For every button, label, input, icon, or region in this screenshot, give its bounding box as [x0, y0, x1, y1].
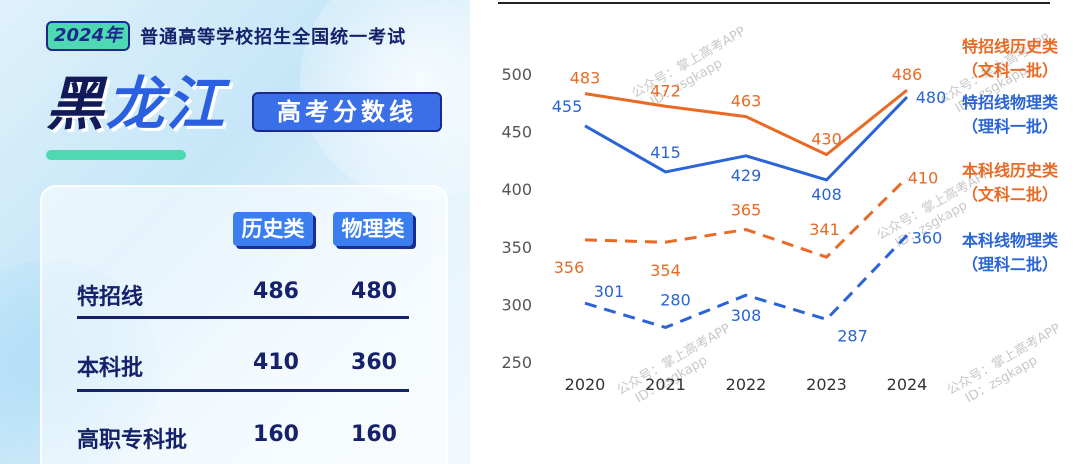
row-label: 特招线: [77, 285, 144, 310]
data-label: 280: [660, 290, 691, 309]
legend-label: 本科线历史类: [962, 161, 1059, 180]
data-label: 301: [594, 282, 625, 301]
y-tick-label: 300: [501, 295, 532, 314]
series-line: [584, 176, 909, 259]
legend-label: 本科线物理类: [962, 231, 1059, 250]
data-label: 415: [650, 143, 681, 162]
x-axis: 2020 2021 2022 2023 2024: [565, 375, 928, 394]
x-tick-label: 2022: [726, 375, 767, 394]
data-label: 308: [731, 306, 762, 325]
data-label: 486: [892, 65, 923, 84]
x-tick-label: 2021: [645, 375, 686, 394]
y-tick-label: 500: [501, 65, 532, 84]
y-tick-label: 250: [501, 353, 532, 372]
title-underline: [46, 150, 186, 160]
province-char: 龙江: [106, 70, 227, 138]
y-tick-label: 400: [501, 180, 532, 199]
data-label: 430: [811, 130, 842, 149]
exam-header: 2024年 普通高等学校招生全国统一考试: [46, 20, 406, 52]
row-label: 本科批: [77, 356, 144, 381]
cell-value: 410: [253, 350, 299, 375]
series-line: [584, 88, 908, 157]
data-label: 472: [650, 81, 681, 100]
data-label: 410: [908, 169, 939, 188]
legend-label: 特招线物理类: [962, 93, 1059, 112]
data-label: 356: [554, 258, 585, 277]
legend-sublabel: （文科二批）: [962, 185, 1058, 204]
data-label: 354: [650, 261, 681, 280]
y-tick-label: 350: [501, 238, 532, 257]
legend-sublabel: （理科二批）: [962, 255, 1058, 274]
cell-value: 480: [351, 279, 397, 304]
y-axis: 250 300 350 400 450 500: [501, 65, 532, 372]
data-labels: 483 472 463 430 486 455 415 429 408 480 356 354 365 3…: [552, 65, 947, 345]
cell-value: 360: [351, 350, 397, 375]
x-tick-label: 2023: [806, 375, 847, 394]
legend-sublabel: （文科一批）: [962, 61, 1058, 80]
year-tag: 2024年: [46, 21, 131, 51]
series-line: [584, 95, 909, 182]
column-header-history: 历史类: [233, 212, 313, 246]
row-divider: [77, 316, 409, 319]
legend-label: 特招线历史类: [962, 37, 1059, 56]
data-label: 463: [731, 92, 762, 111]
legend: 特招线历史类 （文科一批） 特招线物理类 （理科一批） 本科线历史类 （文科二批） 本科线物…: [962, 37, 1059, 274]
data-label: 483: [570, 69, 601, 88]
y-tick-label: 450: [501, 123, 532, 142]
x-tick-label: 2024: [887, 375, 928, 394]
data-label: 408: [811, 185, 842, 204]
legend-sublabel: （理科一批）: [962, 117, 1058, 136]
column-header-physics: 物理类: [333, 212, 413, 246]
score-banner: 高考分数线: [252, 92, 442, 132]
x-tick-label: 2020: [565, 375, 606, 394]
row-divider: [77, 389, 409, 392]
province-char: 黑: [46, 70, 107, 138]
line-chart: 公众号：掌上高考APP ID：zsgkapp 公众号：掌上高考APP ID：zsgka…: [470, 0, 1080, 464]
province-title: 黑龙江: [46, 72, 226, 136]
data-label: 480: [916, 88, 947, 107]
data-label: 455: [552, 97, 583, 116]
row-label: 高职专科批: [77, 428, 188, 453]
data-label: 287: [837, 326, 868, 345]
left-panel: 2024年 普通高等学校招生全国统一考试 黑龙江 高考分数线 历史类 物理类 特…: [0, 0, 470, 464]
cell-value: 486: [253, 279, 299, 304]
cell-value: 160: [253, 422, 299, 447]
data-label: 429: [731, 166, 762, 185]
data-label: 341: [809, 220, 840, 239]
exam-title: 普通高等学校招生全国统一考试: [140, 27, 407, 48]
series-line: [584, 234, 909, 329]
data-label: 360: [912, 228, 943, 247]
series-lines: [584, 88, 909, 329]
cell-value: 160: [351, 422, 397, 447]
data-label: 365: [731, 201, 762, 220]
